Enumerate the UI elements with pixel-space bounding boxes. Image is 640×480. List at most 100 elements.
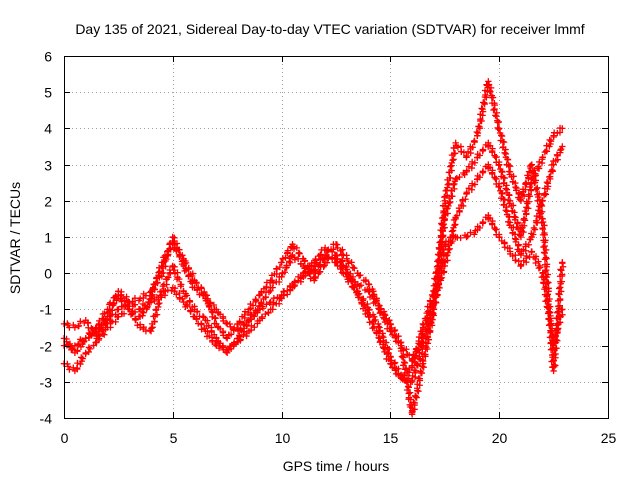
trace-marker: [544, 297, 551, 305]
trace-marker: [509, 202, 517, 209]
trace-marker: [173, 247, 180, 255]
data-point: [278, 273, 285, 281]
trace-marker: [478, 105, 485, 112]
trace-marker: [464, 232, 471, 240]
trace-marker: [463, 167, 471, 174]
data-point: [115, 313, 122, 320]
trace-marker: [432, 286, 439, 294]
trace-marker: [484, 82, 491, 89]
trace-marker: [417, 368, 424, 375]
trace-marker: [523, 211, 530, 218]
trace-marker: [554, 309, 561, 316]
trace-marker: [488, 147, 496, 155]
trace-marker: [230, 324, 238, 332]
trace-marker: [492, 153, 499, 161]
trace-marker: [66, 324, 73, 331]
trace-marker: [388, 324, 395, 332]
y-tick-label: -1: [40, 302, 53, 318]
trace-marker: [399, 354, 407, 361]
trace-marker: [457, 234, 464, 242]
trace-marker: [241, 308, 249, 315]
data-point: [71, 324, 79, 331]
trace-marker: [424, 340, 432, 347]
trace-marker: [460, 149, 468, 156]
trace-marker: [465, 185, 473, 192]
trace-marker: [536, 203, 543, 210]
trace-marker: [141, 302, 149, 309]
trace-marker: [525, 191, 532, 198]
trace-marker: [492, 226, 499, 233]
trace-marker: [101, 310, 108, 317]
trace-marker: [236, 332, 243, 339]
trace-marker: [532, 217, 540, 225]
trace-marker: [456, 173, 463, 181]
trace-marker: [276, 263, 284, 271]
trace-marker: [413, 360, 420, 368]
trace-marker: [376, 306, 384, 313]
trace-marker: [227, 331, 235, 338]
trace-marker: [517, 195, 524, 203]
trace-marker: [301, 257, 309, 264]
trace-marker: [496, 234, 503, 241]
trace-marker: [520, 222, 528, 229]
trace-marker: [123, 293, 130, 300]
grid: [64, 56, 608, 418]
trace-marker: [450, 156, 457, 163]
trace-marker: [501, 149, 508, 157]
trace-marker: [415, 388, 422, 395]
trace-marker: [110, 300, 118, 307]
trace-marker: [85, 344, 93, 351]
trace-marker: [409, 355, 416, 362]
trace-marker: [462, 196, 469, 203]
trace-marker: [543, 178, 551, 186]
trace-marker: [77, 360, 84, 368]
trace-marker: [501, 174, 508, 182]
series-track-3: [60, 212, 566, 386]
trace-marker: [533, 185, 541, 192]
trace-marker: [312, 267, 319, 275]
trace-marker: [505, 161, 512, 169]
trace-marker: [259, 305, 267, 312]
trace-marker: [151, 297, 158, 305]
trace-marker: [284, 291, 291, 298]
trace-marker: [433, 291, 440, 298]
trace-marker: [499, 168, 506, 176]
trace-marker: [449, 193, 456, 200]
trace-marker: [499, 190, 506, 198]
data-point: [126, 306, 133, 313]
trace-marker: [124, 298, 132, 305]
trace-marker: [525, 198, 532, 205]
trace-marker: [171, 263, 178, 270]
trace-marker: [148, 292, 155, 300]
trace-marker: [527, 162, 535, 169]
trace-marker: [118, 291, 125, 298]
trace-marker: [223, 346, 230, 354]
trace-marker: [103, 320, 110, 328]
trace-marker: [182, 259, 190, 267]
trace-marker: [193, 308, 201, 315]
trace-marker: [535, 258, 542, 265]
trace-marker: [420, 364, 427, 371]
trace-marker: [552, 344, 560, 352]
trace-marker: [64, 363, 72, 370]
trace-marker: [476, 152, 484, 159]
trace-marker: [452, 221, 459, 228]
trace-marker: [369, 324, 376, 332]
trace-marker: [349, 273, 357, 281]
trace-marker: [515, 241, 522, 248]
trace-marker: [187, 308, 194, 315]
trace-marker: [387, 321, 394, 328]
series-track-4: [60, 78, 567, 418]
trace-marker: [283, 262, 290, 269]
trace-marker: [471, 231, 478, 238]
trace-marker: [167, 245, 174, 253]
trace-marker: [554, 308, 562, 315]
trace-marker: [536, 196, 543, 203]
y-tick-label: 2: [44, 194, 52, 210]
trace-marker: [469, 144, 476, 151]
trace-marker: [549, 167, 557, 175]
trace-marker: [447, 174, 454, 182]
trace-marker: [379, 343, 387, 351]
trace-marker: [312, 259, 320, 266]
trace-marker: [269, 301, 277, 308]
